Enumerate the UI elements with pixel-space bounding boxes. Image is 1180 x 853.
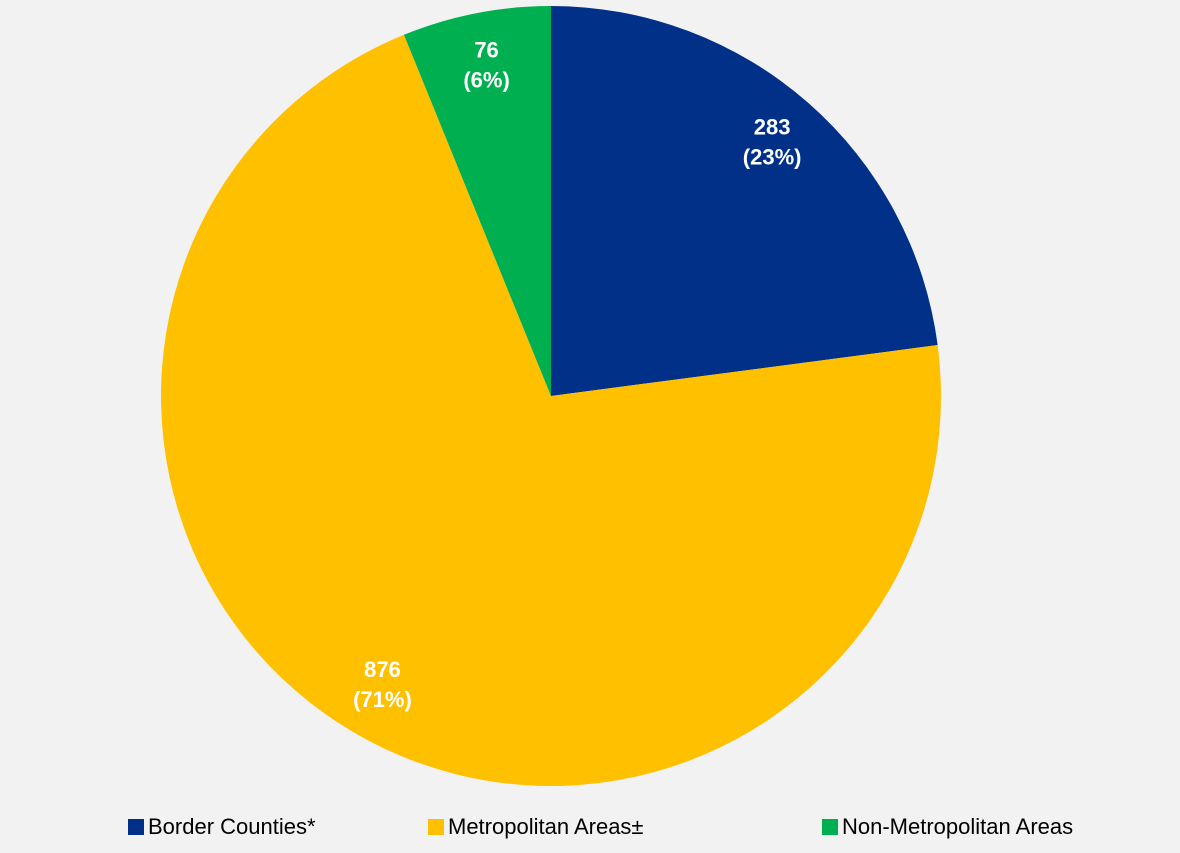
legend-swatch <box>128 819 144 835</box>
pie-slice <box>160 34 941 787</box>
legend-label: Border Counties* <box>148 814 316 839</box>
legend-label: Non-Metropolitan Areas <box>842 814 1073 839</box>
legend-swatch <box>822 819 838 835</box>
value-label: (71%) <box>353 687 412 712</box>
value-label: (23%) <box>743 145 802 170</box>
value-label: (6%) <box>463 68 509 93</box>
legend-swatch <box>428 819 444 835</box>
value-label: 76 <box>474 38 498 63</box>
legend-label: Metropolitan Areas± <box>448 814 644 839</box>
pie-slice <box>551 6 938 396</box>
pie-slice <box>403 6 551 396</box>
value-label: 283 <box>754 115 791 140</box>
value-label: 876 <box>364 657 401 682</box>
